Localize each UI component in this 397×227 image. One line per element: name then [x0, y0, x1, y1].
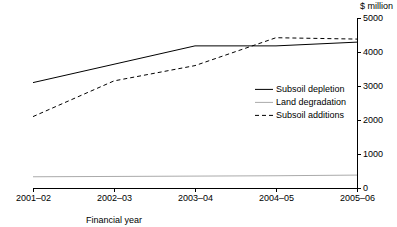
y-tick-mark — [357, 86, 361, 87]
x-tick-label: 2005–06 — [340, 193, 375, 203]
legend-label: Subsoil additions — [276, 110, 345, 120]
legend-item: Subsoil additions — [255, 110, 345, 120]
legend-label: Subsoil depletion — [276, 84, 345, 94]
series-line — [33, 42, 357, 82]
y-tick-label: 4000 — [363, 47, 383, 57]
series-line — [33, 175, 357, 177]
x-tick-label: 2004–05 — [259, 193, 294, 203]
y-tick: 0 — [357, 183, 368, 193]
y-tick-mark — [357, 52, 361, 53]
y-tick: 3000 — [357, 81, 383, 91]
x-axis: 2001–02 2002–03 2003–04 2004–05 2005–06 — [16, 188, 375, 203]
lines — [33, 38, 357, 177]
x-tick-label: 2002–03 — [97, 193, 132, 203]
y-tick: 2000 — [357, 115, 383, 125]
y-tick: 1000 — [357, 149, 383, 159]
legend-swatch — [255, 102, 273, 103]
x-tick-label: 2001–02 — [16, 193, 51, 203]
y-axis-title: $ million — [360, 1, 393, 11]
x-tick-mark — [195, 188, 196, 192]
y-axis-line — [358, 19, 362, 189]
x-tick-mark — [33, 188, 34, 192]
x-tick-label: 2003–04 — [178, 193, 213, 203]
x-tick: 2004–05 — [259, 188, 294, 203]
legend-item: Land degradation — [255, 97, 346, 107]
chart: 2001–02 2002–03 2003–04 2004–05 2005–060 1000… — [0, 0, 397, 227]
y-tick-label: 3000 — [363, 81, 383, 91]
legend-label: Land degradation — [276, 97, 346, 107]
x-tick: 2005–06 — [340, 188, 375, 203]
x-tick: 2002–03 — [97, 188, 132, 203]
x-tick-mark — [276, 188, 277, 192]
legend-swatch — [255, 115, 273, 116]
y-tick-mark — [357, 18, 361, 19]
y-tick-label: 5000 — [363, 13, 383, 23]
legend-swatch — [255, 89, 273, 90]
y-tick-mark — [357, 154, 361, 155]
x-tick-mark — [114, 188, 115, 192]
x-axis-line — [34, 189, 358, 193]
series-line — [33, 38, 357, 117]
y-tick: 5000 — [357, 13, 383, 23]
y-tick: 4000 — [357, 47, 383, 57]
x-axis-title: Financial year — [86, 215, 142, 225]
y-tick-mark — [357, 120, 361, 121]
y-tick-mark — [357, 188, 361, 189]
legend: Subsoil depletion Land degradation Subsoil… — [255, 84, 346, 120]
y-tick-label: 0 — [363, 183, 368, 193]
y-axis: 0 1000 2000 3000 4000 5000 — [357, 13, 383, 193]
x-tick: 2003–04 — [178, 188, 213, 203]
y-tick-label: 2000 — [363, 115, 383, 125]
plot: 2001–02 2002–03 2003–04 2004–05 2005–060 1000… — [16, 13, 383, 203]
y-tick-label: 1000 — [363, 149, 383, 159]
legend-item: Subsoil depletion — [255, 84, 345, 94]
x-tick: 2001–02 — [16, 188, 51, 203]
